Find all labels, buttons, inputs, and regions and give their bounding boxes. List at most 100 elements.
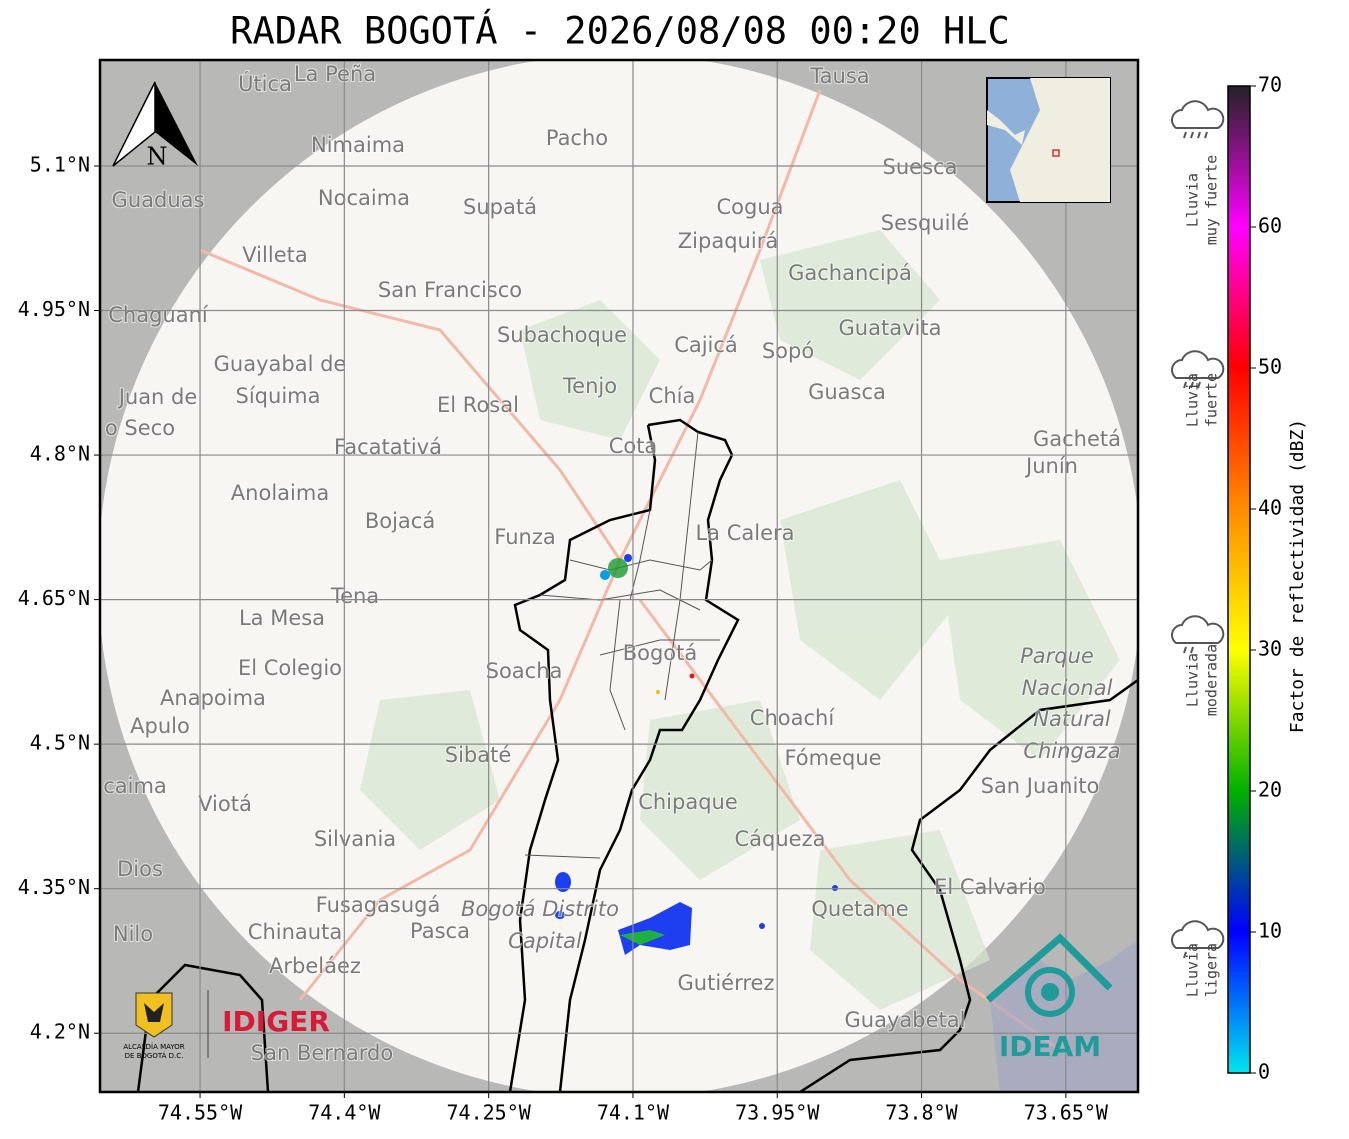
- place-label: Chaguaní: [108, 303, 209, 327]
- colorbar-tick-label: 60: [1258, 214, 1282, 238]
- place-label: Chipaque: [638, 790, 738, 814]
- x-tick-label: 73.65°W: [1024, 1101, 1109, 1125]
- x-tick-label: 74.25°W: [447, 1101, 532, 1125]
- logo-ideam: IDEAM: [985, 933, 1113, 1063]
- place-label: Sopó: [762, 339, 814, 363]
- place-label: Cáqueza: [735, 827, 826, 851]
- place-label: Gutiérrez: [678, 971, 775, 995]
- colorbar-tick-label: 70: [1258, 73, 1282, 97]
- rain-drop: [1190, 646, 1194, 654]
- grid: [100, 60, 1138, 1092]
- logo-idiger: IDIGER: [222, 1005, 330, 1038]
- north-label: N: [147, 143, 168, 171]
- place-label: Zipaquirá: [678, 229, 778, 253]
- place-label: San Bernardo: [251, 1041, 393, 1065]
- place-label: Capital: [508, 929, 582, 953]
- place-label: caima: [103, 774, 167, 798]
- place-label: o Seco: [105, 416, 175, 440]
- colorbar-label: Factor de reflectividad (dBZ): [1287, 419, 1308, 733]
- place-label: Suesca: [883, 155, 958, 179]
- place-label: Guayabal de: [214, 352, 347, 376]
- logo-text: ALCALDÍA MAYOR: [123, 1042, 184, 1051]
- place-label: Funza: [494, 525, 555, 549]
- place-label: Fómeque: [784, 746, 881, 770]
- cloud-icon: [1171, 920, 1225, 949]
- rain-drop: [1183, 381, 1187, 389]
- rain-drop: [1183, 646, 1187, 654]
- y-tick-label: 4.35°N: [18, 875, 90, 899]
- district-border: [558, 418, 740, 1092]
- rain-level: Lluvia moderada: [1171, 615, 1225, 716]
- place-label: Subachoque: [497, 323, 627, 347]
- place-label: La Mesa: [239, 606, 325, 630]
- colorbar: [1227, 85, 1251, 1074]
- place-label: Soacha: [486, 659, 563, 683]
- place-label: Parque: [1020, 644, 1094, 668]
- place-label: Supatá: [463, 195, 537, 219]
- rain-level-label: ligera: [1203, 943, 1221, 997]
- place-label: Guasca: [808, 380, 886, 404]
- place-label: Tausa: [809, 64, 869, 88]
- place-label: El Calvario: [934, 875, 1046, 899]
- place-label: Gachancipá: [788, 261, 912, 285]
- map: Útica La Peña Tausa Pacho Nimaima Suesca Guadu…: [100, 60, 1138, 1092]
- place-label: Pasca: [410, 919, 470, 943]
- rain-drop: [1190, 381, 1194, 389]
- rain-drop: [1204, 131, 1208, 139]
- place-label: San Francisco: [378, 278, 522, 302]
- rain-level-label: muy fuerte: [1203, 155, 1221, 245]
- colorbar-tick-label: 0: [1258, 1060, 1270, 1084]
- place-label: La Calera: [695, 521, 794, 545]
- rain-drop: [1183, 131, 1187, 139]
- x-tick-label: 74.4°W: [308, 1101, 381, 1125]
- x-tick-label: 73.8°W: [885, 1101, 958, 1125]
- place-label: El Colegio: [238, 656, 342, 680]
- rain-level-label: Lluvia: [1184, 943, 1202, 997]
- rain-drop: [1197, 381, 1201, 389]
- radar-echoes: [555, 554, 838, 955]
- colorbar-tick-label: 50: [1258, 355, 1282, 379]
- place-label: Juan de: [117, 385, 198, 409]
- y-tick-label: 4.95°N: [18, 297, 90, 321]
- place-label: Útica: [238, 71, 292, 96]
- place-label: Arbeláez: [269, 954, 361, 978]
- place-label: Guatavita: [839, 316, 942, 340]
- rain-level: Lluvia muy fuerte: [1171, 100, 1225, 245]
- place-label: Pacho: [546, 126, 608, 150]
- x-tick-label: 74.55°W: [158, 1101, 243, 1125]
- place-label: Bogotá: [623, 641, 698, 665]
- logo-alcaldia: ALCALDÍA MAYOR DE BOGOTÁ D.C.: [123, 990, 209, 1060]
- place-label: La Peña: [294, 62, 376, 86]
- place-label: Quetame: [811, 897, 908, 921]
- rain-drop: [1197, 131, 1201, 139]
- place-label: Apulo: [130, 714, 190, 738]
- y-tick-label: 4.8°N: [30, 442, 90, 466]
- place-label: Bogotá Distrito: [461, 897, 619, 921]
- logo-text: DE BOGOTÁ D.C.: [125, 1051, 184, 1060]
- colorbar-tick-label: 40: [1258, 496, 1282, 520]
- logo-ideam-text: IDEAM: [999, 1030, 1101, 1063]
- place-label: Chía: [649, 384, 696, 408]
- cloud-icon: [1171, 350, 1225, 379]
- x-tick-label: 73.95°W: [735, 1101, 820, 1125]
- colorbar-axis: 0 10 20 30 40 50 60 70 Factor de reflectividad (…: [1250, 73, 1308, 1084]
- place-label: Choachí: [750, 706, 836, 730]
- place-label: Cajicá: [674, 333, 738, 357]
- place-label: Síquima: [236, 384, 321, 408]
- place-label: Nimaima: [311, 133, 405, 157]
- place-label: Gachetá: [1033, 427, 1121, 451]
- rain-level: Lluvia ligera: [1171, 920, 1225, 997]
- place-label: Cogua: [716, 195, 783, 219]
- rain-level-label: Lluvia: [1184, 173, 1202, 227]
- colorbar-tick-label: 30: [1258, 637, 1282, 661]
- rain-drop: [1190, 131, 1194, 139]
- title: RADAR BOGOTÁ - 2026/08/08 00:20 HLC: [230, 9, 1010, 53]
- place-label: Chinauta: [248, 920, 342, 944]
- map-frame: [98, 58, 1140, 1094]
- rain-level-label: fuerte: [1203, 373, 1221, 427]
- place-label: Dios: [117, 857, 163, 881]
- rain-level: Lluvia fuerte: [1171, 350, 1225, 427]
- place-label: Nacional: [1022, 676, 1113, 700]
